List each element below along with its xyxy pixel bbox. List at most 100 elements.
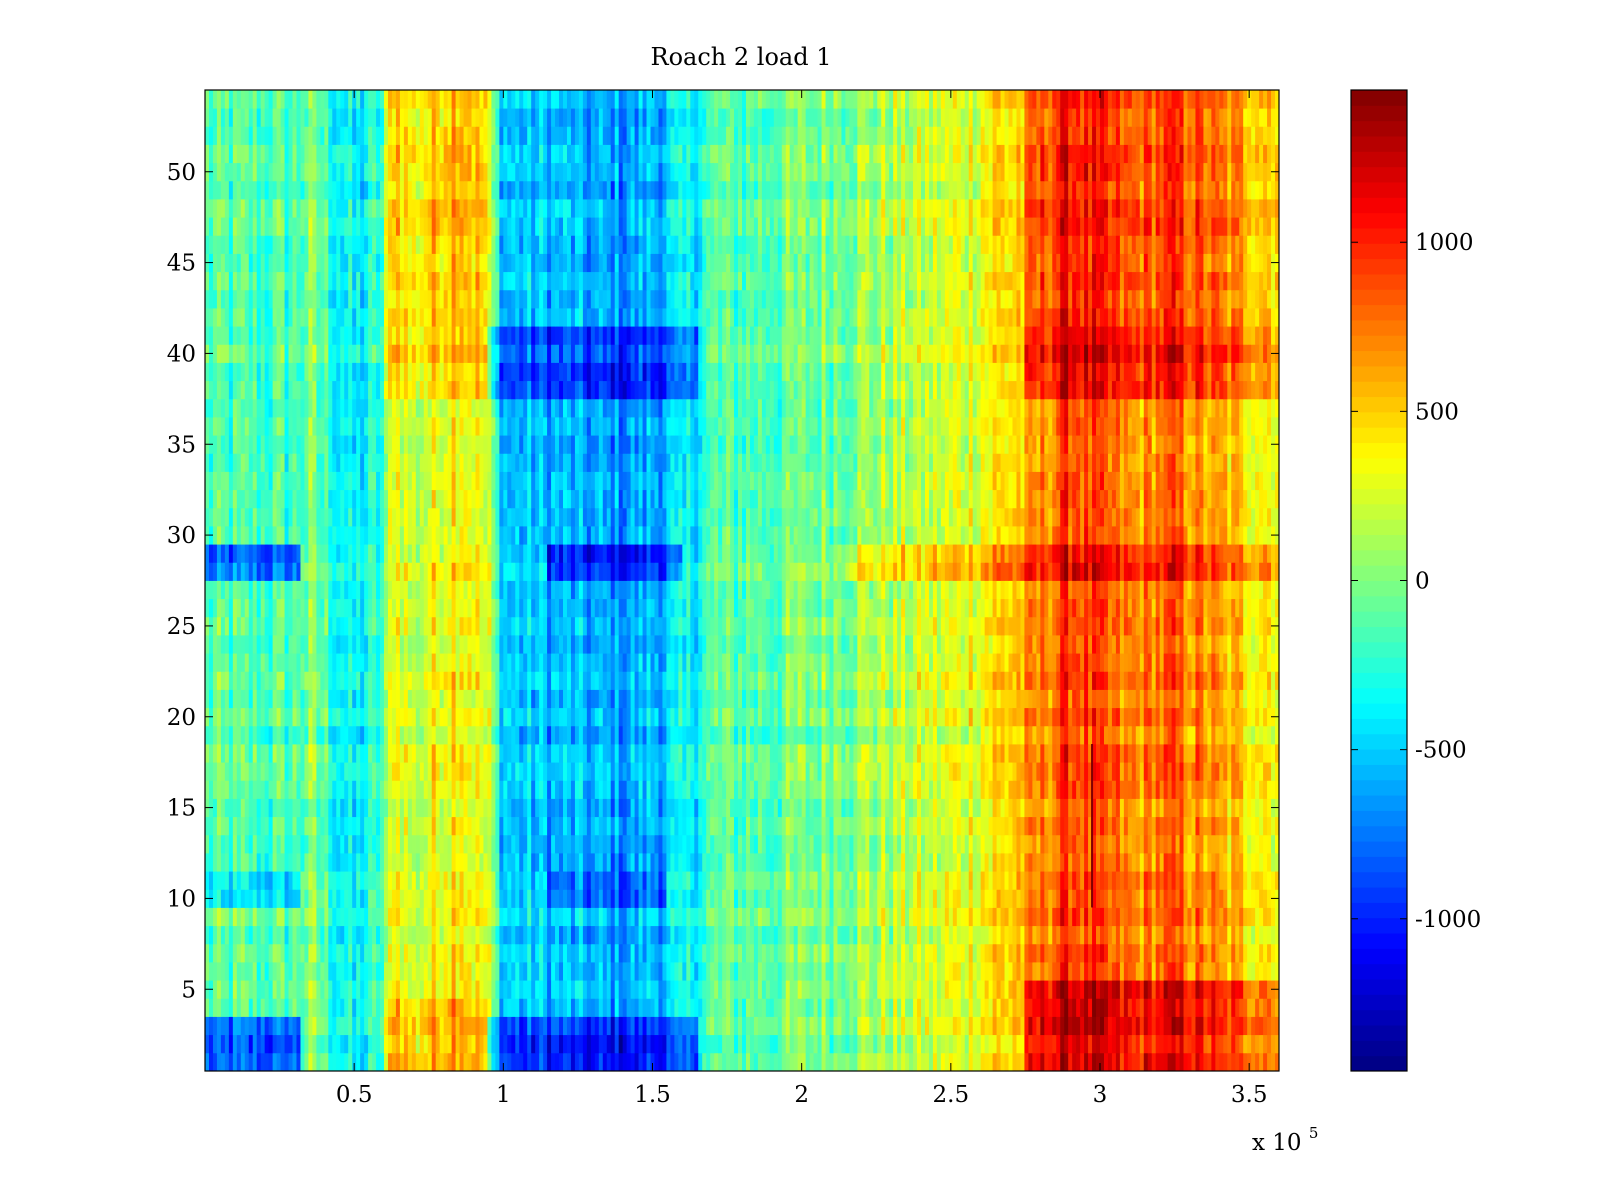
heatmap-cell [399, 871, 405, 890]
heatmap-cell [515, 834, 520, 854]
heatmap-cell [1024, 1052, 1029, 1071]
heatmap-cell [499, 980, 504, 999]
heatmap-cell [1107, 1052, 1113, 1071]
heatmap-cell [817, 1052, 822, 1071]
heatmap-cell [578, 889, 584, 908]
heatmap-cell [280, 744, 285, 763]
heatmap-cell [964, 762, 970, 781]
heatmap-cell [459, 925, 464, 945]
heatmap-cell [547, 962, 552, 981]
heatmap-cell [1131, 871, 1137, 890]
heatmap-cell [1171, 1034, 1176, 1054]
heatmap-cell [288, 871, 293, 890]
heatmap-cell [1092, 853, 1097, 872]
heatmap-cell [642, 962, 647, 981]
heatmap-cell [380, 816, 385, 836]
heatmap-cell [372, 725, 377, 745]
heatmap-cell [845, 816, 850, 836]
heatmap-cell [272, 998, 277, 1017]
heatmap-cell [578, 980, 584, 999]
heatmap-cell [749, 834, 755, 854]
heatmap-cell [614, 762, 620, 781]
heatmap-cell [459, 943, 464, 963]
heatmap-cell [455, 962, 460, 981]
heatmap-cell [857, 998, 862, 1017]
heatmap-cell [1251, 798, 1256, 818]
heatmap-cell [1088, 1016, 1093, 1036]
heatmap-cell [1012, 853, 1017, 872]
heatmap-cell [1183, 907, 1188, 927]
heatmap-cell [877, 1016, 882, 1036]
heatmap-cell [610, 762, 616, 781]
heatmap-cell [606, 925, 612, 945]
heatmap-cell [483, 943, 488, 963]
heatmap-cell [1028, 962, 1033, 981]
heatmap-cell [722, 889, 727, 908]
heatmap-cell [710, 762, 715, 781]
heatmap-cell [1203, 962, 1208, 981]
heatmap-cell [1231, 780, 1236, 799]
heatmap-cell [917, 1034, 922, 1054]
heatmap-cell [742, 980, 747, 999]
heatmap-cell [574, 1034, 580, 1054]
heatmap-cell [284, 1034, 289, 1054]
heatmap-cell [288, 998, 293, 1017]
heatmap-cell [1195, 907, 1200, 927]
heatmap-cell [821, 853, 826, 872]
heatmap-cell [1163, 925, 1169, 945]
heatmap-cell [451, 816, 456, 836]
heatmap-cell [1275, 744, 1279, 763]
heatmap-cell [1092, 762, 1097, 781]
heatmap-cell [368, 998, 373, 1017]
heatmap-cell [399, 780, 405, 799]
heatmap-cell [1115, 744, 1121, 763]
heatmap-cell [1056, 816, 1061, 836]
heatmap-cell [996, 889, 1001, 908]
heatmap-cell [734, 871, 739, 890]
heatmap-cell [212, 780, 218, 799]
heatmap-cell [857, 853, 862, 872]
heatmap-cell [698, 834, 703, 854]
heatmap-cell [1131, 962, 1137, 981]
heatmap-cell [837, 998, 842, 1017]
heatmap-cell [288, 1016, 293, 1036]
heatmap-cell [551, 725, 556, 745]
heatmap-cell [797, 962, 803, 981]
heatmap-cell [590, 925, 596, 945]
heatmap-cell [586, 907, 592, 927]
heatmap-cell [932, 871, 938, 890]
heatmap-cell [1012, 762, 1017, 781]
heatmap-cell [1263, 762, 1268, 781]
heatmap-cell [1239, 762, 1244, 781]
heatmap-cell [260, 1034, 266, 1054]
heatmap-cell [431, 1034, 437, 1054]
heatmap-cell [1100, 798, 1105, 818]
heatmap-cell [535, 907, 540, 927]
heatmap-cell [1155, 943, 1161, 963]
heatmap-cell [893, 889, 898, 908]
heatmap-cell [483, 998, 488, 1017]
heatmap-cell [817, 943, 822, 963]
heatmap-cell [622, 980, 628, 999]
heatmap-cell [1036, 925, 1041, 945]
heatmap-cell [1263, 962, 1268, 981]
heatmap-cell [988, 943, 993, 963]
heatmap-cell [976, 780, 982, 799]
heatmap-cell [423, 744, 429, 763]
heatmap-cell [451, 980, 456, 999]
heatmap-cell [765, 998, 771, 1017]
heatmap-cell [706, 744, 711, 763]
heatmap-cell [682, 725, 687, 745]
heatmap-cell [594, 1016, 600, 1036]
heatmap-cell [797, 889, 803, 908]
heatmap-cell [805, 798, 811, 818]
heatmap-cell [1227, 943, 1232, 963]
heatmap-cell [1000, 998, 1005, 1017]
heatmap-cell [988, 1052, 993, 1071]
heatmap-cell [1215, 816, 1220, 836]
heatmap-cell [479, 925, 484, 945]
heatmap-cell [280, 1034, 285, 1054]
heatmap-cell [849, 744, 854, 763]
heatmap-cell [610, 871, 616, 890]
heatmap-cell [443, 998, 449, 1017]
